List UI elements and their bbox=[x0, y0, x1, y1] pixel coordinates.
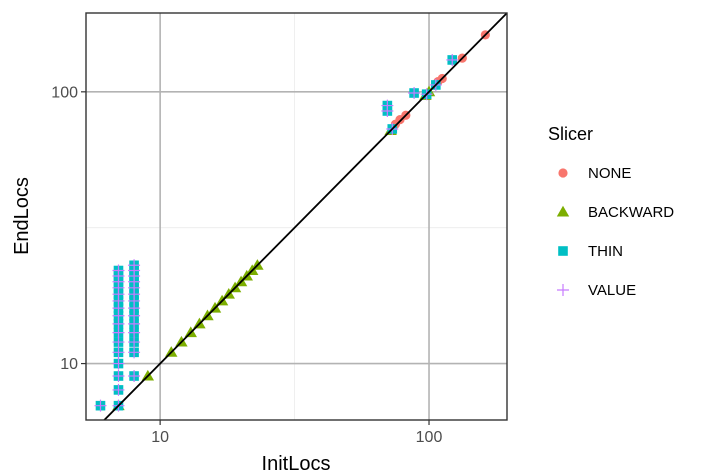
legend-label: THIN bbox=[588, 243, 623, 260]
point-value bbox=[112, 346, 125, 359]
point-value bbox=[112, 383, 125, 396]
legend-title: Slicer bbox=[548, 124, 593, 144]
panel-border bbox=[85, 12, 508, 421]
point-value bbox=[94, 399, 107, 412]
series-value bbox=[94, 53, 459, 412]
point-value bbox=[128, 346, 141, 359]
point-value bbox=[408, 87, 421, 100]
plot-panel bbox=[85, 12, 508, 421]
y-axis-title: EndLocs bbox=[11, 177, 33, 255]
gridlines bbox=[86, 13, 507, 420]
point-value bbox=[112, 370, 125, 383]
x-tick-label: 100 bbox=[416, 429, 443, 446]
x-tick-label: 10 bbox=[151, 429, 169, 446]
point-value bbox=[128, 259, 141, 272]
legend-key-backward bbox=[556, 205, 570, 217]
point-value bbox=[112, 264, 125, 277]
legend-item-thin: THIN bbox=[558, 243, 623, 260]
legend-label: BACKWARD bbox=[588, 204, 674, 221]
y-axis: 10 100 bbox=[51, 84, 86, 373]
legend-label: VALUE bbox=[588, 282, 636, 299]
point-value bbox=[381, 99, 394, 112]
legend-key-thin bbox=[558, 246, 568, 256]
x-axis-title: InitLocs bbox=[262, 453, 331, 475]
panel-background bbox=[86, 13, 507, 420]
point-value bbox=[128, 370, 141, 383]
legend-label: NONE bbox=[588, 165, 631, 182]
legend-item-none: NONE bbox=[558, 165, 631, 182]
x-axis: 10 100 bbox=[151, 420, 442, 446]
legend: Slicer NONE BACKWARD THIN VALUE bbox=[548, 124, 674, 299]
y-tick-label: 10 bbox=[60, 356, 78, 373]
point-value bbox=[112, 357, 125, 370]
point-value bbox=[446, 53, 459, 66]
legend-key-none bbox=[558, 168, 568, 178]
reference-line bbox=[103, 13, 507, 420]
legend-item-value: VALUE bbox=[557, 282, 636, 299]
legend-item-backward: BACKWARD bbox=[556, 204, 674, 221]
y-tick-label: 100 bbox=[51, 84, 78, 101]
legend-key-value bbox=[557, 284, 569, 296]
